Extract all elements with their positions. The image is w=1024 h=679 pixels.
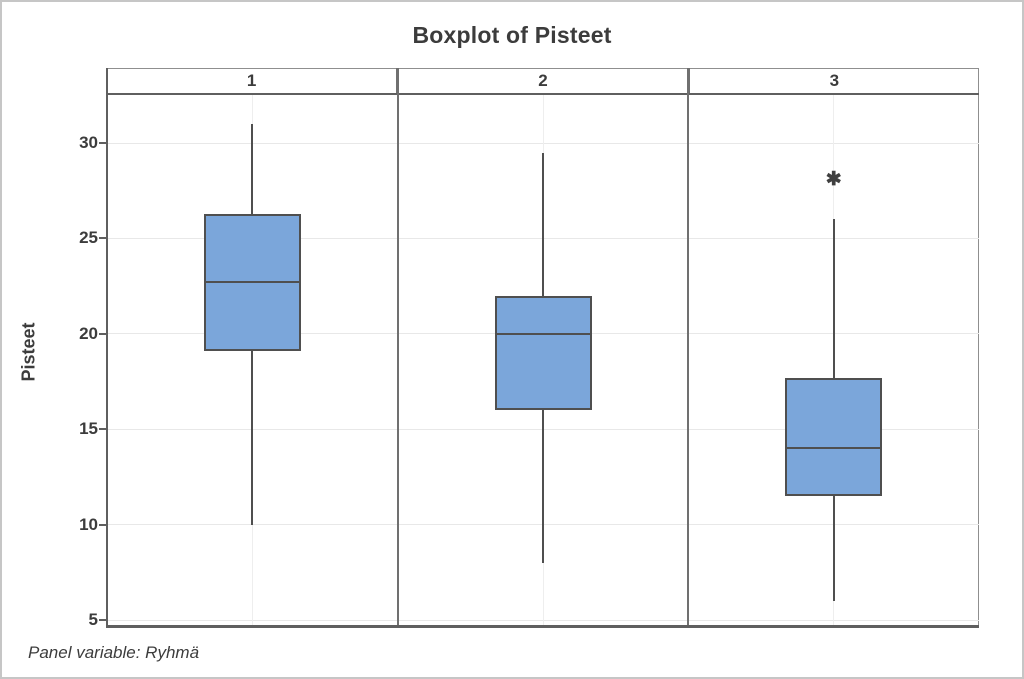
y-tick-mark — [99, 619, 106, 621]
y-tick-label: 30 — [79, 133, 98, 152]
outlier-marker: ✱ — [825, 169, 842, 191]
chart-title: Boxplot of Pisteet — [412, 22, 612, 48]
y-tick-mark — [99, 523, 106, 526]
panel-label: 3 — [829, 70, 840, 90]
y-tick-label: 10 — [79, 514, 98, 534]
panel-header-3: 3 — [690, 68, 979, 93]
y-tick-label: 5 — [88, 610, 98, 629]
panel-header-2: 2 — [398, 68, 690, 93]
iqr-box — [785, 377, 883, 496]
panel-header-1: 1 — [107, 68, 399, 93]
median-line — [203, 281, 301, 284]
y-tick-mark — [99, 332, 106, 335]
y-tick-mark — [99, 428, 106, 431]
iqr-box — [494, 295, 592, 411]
median-line — [494, 332, 592, 335]
y-axis-label: Pisteet — [18, 322, 39, 382]
median-line — [785, 447, 883, 450]
y-tick-label: 20 — [79, 323, 98, 343]
panel-variable-note: Panel variable: Ryhmä — [28, 643, 200, 662]
y-tick-label: 25 — [79, 228, 98, 248]
panel-divider — [396, 68, 399, 628]
y-axis-line — [106, 68, 108, 628]
panel-label: 2 — [538, 70, 548, 90]
y-tick-mark — [99, 142, 106, 144]
x-axis-line — [107, 625, 979, 628]
panel-divider — [687, 68, 690, 628]
panel-label: 1 — [246, 70, 257, 90]
y-tick-label: 15 — [79, 419, 98, 439]
panel-header-band: 1 2 3 — [107, 68, 979, 95]
y-tick-mark — [99, 237, 106, 240]
